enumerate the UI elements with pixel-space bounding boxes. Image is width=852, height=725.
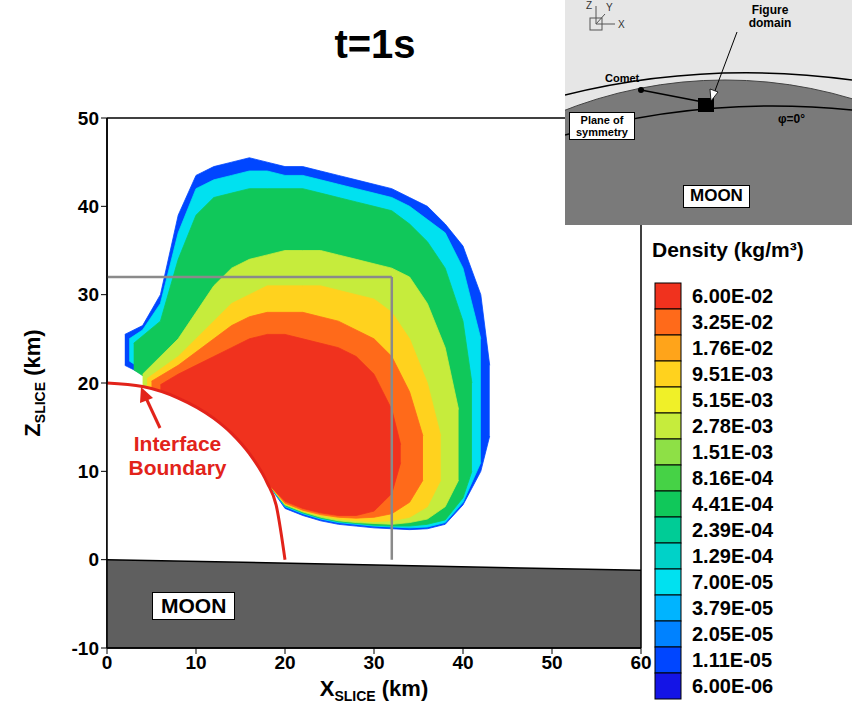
html-text:2.78E-03: 2.78E-03 <box>692 415 774 437</box>
html-text:Y: Y <box>606 2 613 13</box>
html-text:9.51E-03: 9.51E-03 <box>692 363 774 385</box>
svg-text:20: 20 <box>274 652 295 673</box>
html-text:Z: Z <box>586 0 593 11</box>
html-text:Comet: Comet <box>605 72 640 84</box>
svg-text:30: 30 <box>78 284 99 305</box>
svg-text:20: 20 <box>78 373 99 394</box>
html-text:3.25E-02: 3.25E-02 <box>692 311 774 333</box>
svg-text:-10: -10 <box>72 638 99 659</box>
svg-text:40: 40 <box>452 652 473 673</box>
html-text:2.05E-05: 2.05E-05 <box>692 623 774 645</box>
svg-text:0: 0 <box>102 652 113 673</box>
svg-text:30: 30 <box>363 652 384 673</box>
html-text:3.79E-05: 3.79E-05 <box>692 597 774 619</box>
html-text:1.11E-05: 1.11E-05 <box>692 649 773 671</box>
html-text:1.76E-02: 1.76E-02 <box>692 337 774 359</box>
html-text:5.15E-03: 5.15E-03 <box>692 389 774 411</box>
html-text:1.29E-04: 1.29E-04 <box>692 545 774 567</box>
html-text:2.39E-04: 2.39E-04 <box>692 519 774 541</box>
svg-text:60: 60 <box>630 652 651 673</box>
html-text:Density (kg/m³): Density (kg/m³) <box>652 238 804 261</box>
html-text:MOON: MOON <box>161 594 227 617</box>
html-text:t=1s: t=1s <box>334 22 416 66</box>
svg-text:10: 10 <box>78 461 99 482</box>
svg-text:10: 10 <box>185 652 206 673</box>
html-text:Figure domain: Figure domain <box>748 3 792 31</box>
html-text:Z: Z <box>19 423 45 437</box>
svg-text:50: 50 <box>541 652 562 673</box>
html-text:(km): (km) <box>19 329 45 382</box>
html-text:φ=0°: φ=0° <box>778 112 806 126</box>
svg-text:0: 0 <box>88 549 99 570</box>
svg-text:50: 50 <box>78 108 99 129</box>
html-text:Plane of symmetry: Plane of symmetry <box>576 114 628 139</box>
html-text:6.00E-02: 6.00E-02 <box>692 285 774 307</box>
svg-text:40: 40 <box>78 196 99 217</box>
html-text:6.00E-06: 6.00E-06 <box>692 675 774 697</box>
html-text:8.16E-04: 8.16E-04 <box>692 467 774 489</box>
html-text:4.41E-04: 4.41E-04 <box>692 493 774 515</box>
html-text:X: X <box>618 19 625 30</box>
html-text:1.51E-03: 1.51E-03 <box>692 441 774 463</box>
html-text:7.00E-05: 7.00E-05 <box>692 571 774 593</box>
html-text:MOON: MOON <box>690 186 743 205</box>
html-text:XSLICE(km): XSLICE(km) <box>319 676 429 705</box>
html-text:Interface Boundary: Interface Boundary <box>128 432 227 480</box>
html-text:SLICE: SLICE <box>32 381 49 424</box>
